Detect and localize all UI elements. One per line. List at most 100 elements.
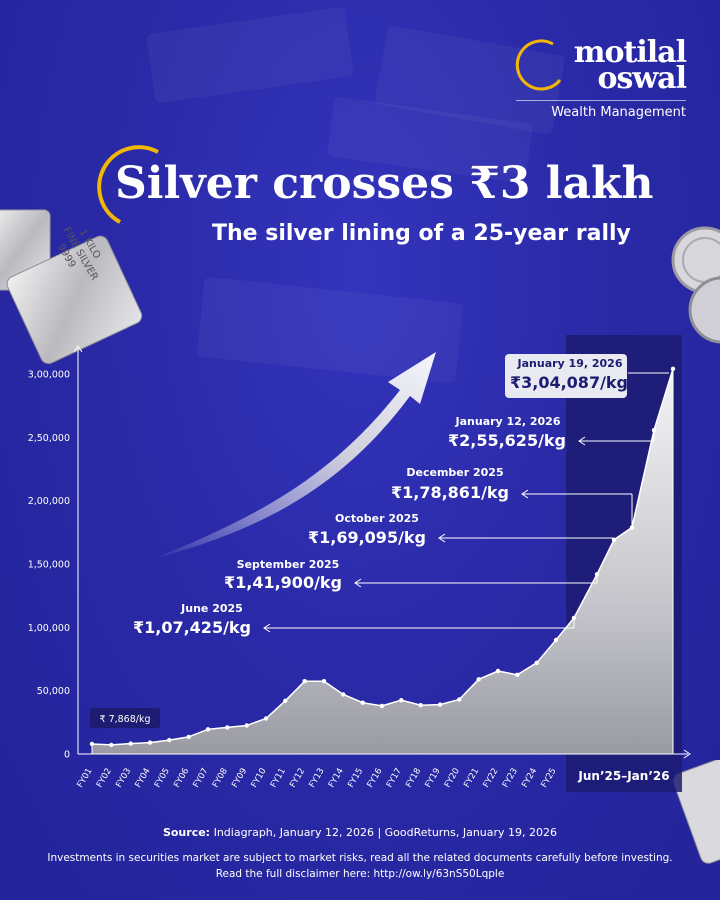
x-tick-label: FY18 <box>404 767 423 790</box>
page-subtitle: The silver lining of a 25-year rally <box>212 221 631 246</box>
x-tick-label: FY22 <box>481 767 500 790</box>
data-point <box>571 615 577 621</box>
data-point <box>360 700 365 705</box>
source-note: Source: Indiagraph, January 12, 2026 | G… <box>0 826 720 839</box>
data-point <box>495 668 501 674</box>
y-tick-label: 3,00,000 <box>28 370 70 381</box>
annotation-arrow-icon <box>354 578 362 588</box>
annotation-arrow-icon <box>438 533 446 543</box>
x-tick-label: FY25 <box>539 767 558 790</box>
data-point <box>321 679 327 684</box>
logo-line2: oswal <box>597 61 687 96</box>
data-point <box>186 734 191 740</box>
silver-bar-image <box>672 760 720 864</box>
x-tick-label: FY19 <box>423 767 442 790</box>
x-tick-label: FY03 <box>114 767 133 790</box>
y-axis-arrow <box>73 345 83 353</box>
data-point <box>167 737 172 743</box>
data-point <box>128 741 133 746</box>
x-tick-label: FY10 <box>249 767 268 790</box>
x-tick-label: FY05 <box>153 767 172 790</box>
annotation-arrow-icon <box>578 436 586 446</box>
start-label: ₹ 7,868/kg <box>100 714 151 725</box>
data-point <box>476 677 481 682</box>
y-tick-label: 50,000 <box>37 686 70 697</box>
disclaimer: Investments in securities market are sub… <box>0 850 720 882</box>
data-point <box>225 725 230 730</box>
data-point <box>418 703 423 708</box>
annotation-date: October 2025 <box>335 512 419 525</box>
x-tick-label: FY21 <box>462 767 481 790</box>
disclaimer-link[interactable]: Read the full disclaimer here: http://ow… <box>215 868 505 880</box>
x-tick-label: FY08 <box>211 767 230 790</box>
silver-bar-image: 1 KILO FINE SILVER 9999 <box>0 209 143 365</box>
y-tick-label: 2,50,000 <box>28 433 70 444</box>
x-axis-arrow <box>683 749 691 759</box>
annotation-date: January 19, 2026 <box>517 357 623 370</box>
x-tick-label: FY12 <box>288 767 307 790</box>
x-tick-label: FY16 <box>365 767 384 790</box>
x-tick-label: FY13 <box>307 767 326 790</box>
annotation-arrow-icon <box>263 623 271 633</box>
x-tick-label: FY17 <box>385 767 404 790</box>
annotation-value: ₹1,41,900/kg <box>224 573 342 592</box>
data-point <box>89 741 95 747</box>
data-point <box>399 698 404 703</box>
silver-coins-image <box>671 226 720 344</box>
source-text: Indiagraph, January 12, 2026 | GoodRetur… <box>210 826 558 839</box>
annotation-date: June 2025 <box>180 602 243 615</box>
annotation-value: ₹3,04,087/kg <box>510 373 628 392</box>
y-tick-label: 1,00,000 <box>28 623 70 634</box>
data-point <box>457 697 462 702</box>
x-tick-label: FY20 <box>443 767 462 790</box>
data-point <box>302 679 307 684</box>
logo-tagline: Wealth Management <box>516 100 686 120</box>
data-point <box>109 742 114 748</box>
data-point <box>263 716 269 721</box>
data-point <box>534 660 539 665</box>
annotation-value: ₹2,55,625/kg <box>448 431 566 450</box>
y-tick-label: 2,00,000 <box>28 496 70 507</box>
data-point <box>553 637 559 643</box>
annotation-date: January 12, 2026 <box>455 415 561 428</box>
data-point <box>670 366 676 371</box>
title-arc-icon <box>97 145 159 224</box>
x-tick-label: FY07 <box>191 767 210 790</box>
brand-logo: motilal oswal Wealth Management <box>515 35 687 120</box>
x-tick-label: FY14 <box>327 767 346 790</box>
data-point <box>515 672 520 677</box>
data-point <box>379 703 385 709</box>
x-tick-label: FY02 <box>95 767 114 790</box>
x-tick-label: FY09 <box>230 767 249 790</box>
page-title: Silver crosses ₹3 lakh <box>115 158 654 209</box>
highlight-band-label: Jun’25–Jan’26 <box>577 769 669 783</box>
logo-arc-icon <box>515 39 562 91</box>
x-tick-label: FY01 <box>75 767 94 790</box>
y-tick-label: 0 <box>64 750 70 761</box>
trend-arrow-icon <box>150 352 436 560</box>
annotation-value: ₹1,69,095/kg <box>308 528 426 547</box>
logo-line1: motilal <box>573 35 687 70</box>
disclaimer-line: Investments in securities market are sub… <box>47 852 673 864</box>
data-point <box>437 702 443 707</box>
data-point <box>651 428 657 433</box>
annotation-value: ₹1,07,425/kg <box>133 618 251 637</box>
data-point <box>147 740 153 745</box>
annotation-value: ₹1,78,861/kg <box>391 483 509 502</box>
y-tick-label: 1,50,000 <box>28 560 70 571</box>
x-tick-label: FY04 <box>133 767 152 790</box>
x-tick-label: FY23 <box>501 767 520 790</box>
data-point <box>205 727 211 732</box>
data-point <box>283 698 288 703</box>
x-tick-label: FY06 <box>172 767 191 790</box>
data-point <box>244 723 249 728</box>
data-point <box>341 692 346 697</box>
source-label: Source: <box>162 826 211 839</box>
start-label-box <box>90 708 160 728</box>
x-tick-label: FY15 <box>346 767 365 790</box>
highlight-callout-box <box>505 354 627 398</box>
x-tick-label: FY11 <box>269 767 288 790</box>
annotation-date: September 2025 <box>237 558 340 571</box>
